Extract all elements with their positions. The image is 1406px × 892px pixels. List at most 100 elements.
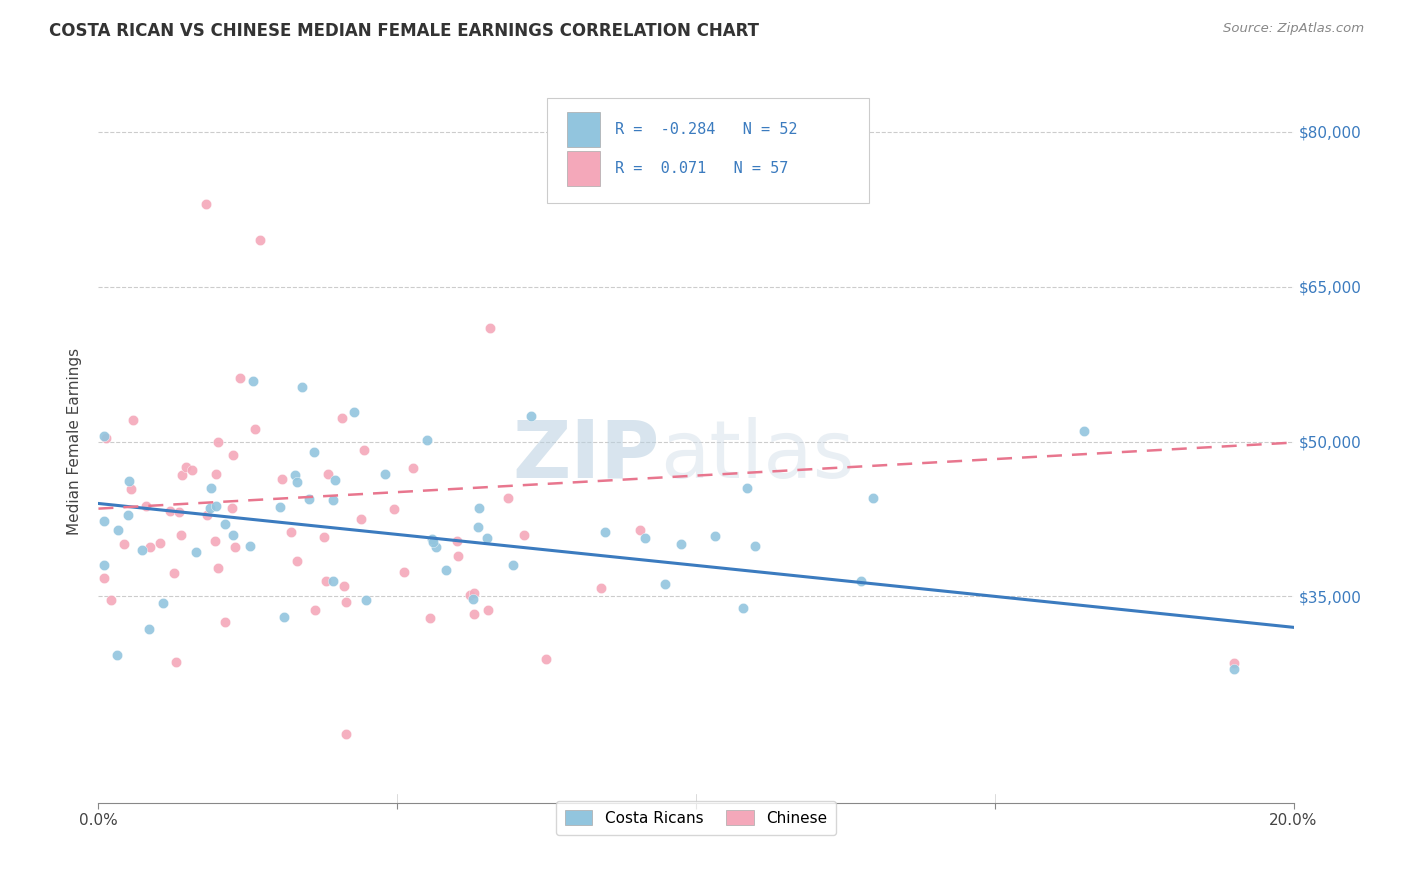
- Point: [163, 566, 186, 580]
- Point: [315, 574, 337, 588]
- Point: [335, 727, 357, 741]
- Point: [475, 531, 498, 545]
- Point: [479, 321, 502, 335]
- Point: [112, 537, 135, 551]
- Point: [204, 533, 226, 548]
- Point: [131, 542, 153, 557]
- Point: [422, 532, 444, 546]
- Point: [180, 463, 202, 477]
- FancyBboxPatch shape: [547, 98, 869, 203]
- Bar: [567, 151, 600, 186]
- Point: [285, 475, 308, 489]
- Point: [304, 603, 326, 617]
- Point: [353, 442, 375, 457]
- Point: [654, 577, 676, 591]
- Point: [467, 520, 489, 534]
- Point: [122, 413, 145, 427]
- Point: [350, 511, 373, 525]
- Point: [152, 596, 174, 610]
- Point: [434, 563, 457, 577]
- Point: [221, 500, 243, 515]
- Point: [243, 422, 266, 436]
- Point: [733, 601, 755, 615]
- Point: [174, 460, 197, 475]
- Point: [446, 534, 468, 549]
- Point: [239, 539, 262, 553]
- Point: [107, 524, 129, 538]
- Point: [316, 467, 339, 481]
- Point: [1223, 662, 1246, 676]
- Point: [416, 433, 439, 447]
- Point: [502, 558, 524, 572]
- Point: [269, 500, 291, 514]
- Point: [249, 233, 271, 247]
- Point: [513, 528, 536, 542]
- Point: [323, 473, 346, 487]
- Point: [322, 574, 344, 588]
- Point: [242, 374, 264, 388]
- Point: [167, 505, 190, 519]
- Point: [214, 517, 236, 532]
- Point: [165, 655, 187, 669]
- Point: [195, 508, 218, 522]
- Point: [382, 501, 405, 516]
- Point: [198, 500, 221, 515]
- Point: [744, 540, 766, 554]
- Text: COSTA RICAN VS CHINESE MEDIAN FEMALE EARNINGS CORRELATION CHART: COSTA RICAN VS CHINESE MEDIAN FEMALE EAR…: [49, 22, 759, 40]
- Point: [93, 558, 115, 572]
- Point: [342, 405, 364, 419]
- Point: [496, 491, 519, 506]
- Point: [1073, 424, 1095, 438]
- Point: [467, 501, 489, 516]
- Point: [195, 197, 218, 211]
- Point: [224, 541, 246, 555]
- Point: [229, 371, 252, 385]
- Point: [290, 380, 312, 394]
- Point: [425, 540, 447, 554]
- Point: [214, 615, 236, 629]
- Point: [312, 530, 335, 544]
- Point: [520, 409, 543, 423]
- Point: [149, 535, 172, 549]
- Point: [105, 648, 128, 662]
- Text: atlas: atlas: [661, 417, 855, 495]
- Point: [204, 467, 226, 481]
- Point: [207, 434, 229, 449]
- Point: [463, 607, 485, 622]
- Point: [634, 531, 657, 545]
- Point: [117, 508, 139, 523]
- Text: R =  0.071   N = 57: R = 0.071 N = 57: [614, 161, 789, 176]
- Text: Source: ZipAtlas.com: Source: ZipAtlas.com: [1223, 22, 1364, 36]
- Point: [536, 652, 558, 666]
- Point: [354, 592, 377, 607]
- Point: [447, 549, 470, 563]
- Point: [118, 474, 141, 488]
- Point: [273, 610, 295, 624]
- Point: [170, 527, 193, 541]
- Point: [419, 611, 441, 625]
- Point: [477, 603, 499, 617]
- Legend: Costa Ricans, Chinese: Costa Ricans, Chinese: [555, 801, 837, 835]
- Point: [330, 410, 353, 425]
- Point: [284, 467, 307, 482]
- Point: [374, 467, 396, 482]
- Point: [207, 560, 229, 574]
- Point: [285, 554, 308, 568]
- Point: [704, 529, 727, 543]
- Point: [298, 491, 321, 506]
- Point: [402, 461, 425, 475]
- Point: [93, 571, 115, 585]
- Point: [139, 540, 162, 554]
- Point: [463, 592, 485, 607]
- Point: [96, 431, 118, 445]
- Point: [322, 492, 344, 507]
- Text: R =  -0.284   N = 52: R = -0.284 N = 52: [614, 122, 797, 136]
- Point: [335, 595, 357, 609]
- Point: [200, 481, 222, 495]
- Point: [159, 504, 181, 518]
- Point: [222, 528, 245, 542]
- Point: [271, 472, 294, 486]
- Point: [205, 499, 228, 513]
- Point: [669, 537, 692, 551]
- Point: [222, 448, 245, 462]
